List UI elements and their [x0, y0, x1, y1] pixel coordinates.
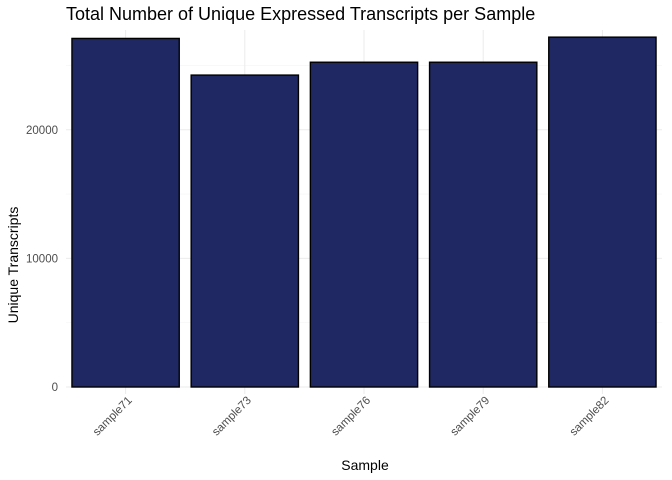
y-axis-ticks: 0 10000 20000 — [26, 125, 58, 394]
bar-sample73 — [190, 74, 300, 388]
y-axis-title: Unique Transcripts — [5, 207, 21, 324]
y-tick-label: 0 — [52, 382, 58, 394]
bars — [71, 36, 657, 388]
bar-sample71 — [71, 37, 180, 388]
x-tick-label: sample79 — [449, 395, 493, 439]
x-tick-label: sample71 — [91, 395, 135, 439]
x-axis-title: Sample — [341, 457, 389, 473]
bar-sample79 — [428, 61, 538, 388]
y-tick-label: 20000 — [26, 125, 58, 137]
bar-sample82 — [548, 36, 657, 388]
chart-title: Total Number of Unique Expressed Transcr… — [66, 4, 535, 24]
x-axis-ticks: sample71 sample73 sample76 sample79 sample82 — [91, 395, 612, 439]
bar-sample76 — [309, 61, 419, 388]
x-tick-label: sample82 — [568, 395, 612, 439]
y-tick-label: 10000 — [26, 253, 58, 265]
x-tick-label: sample73 — [210, 395, 254, 439]
x-tick-label: sample76 — [329, 395, 373, 439]
